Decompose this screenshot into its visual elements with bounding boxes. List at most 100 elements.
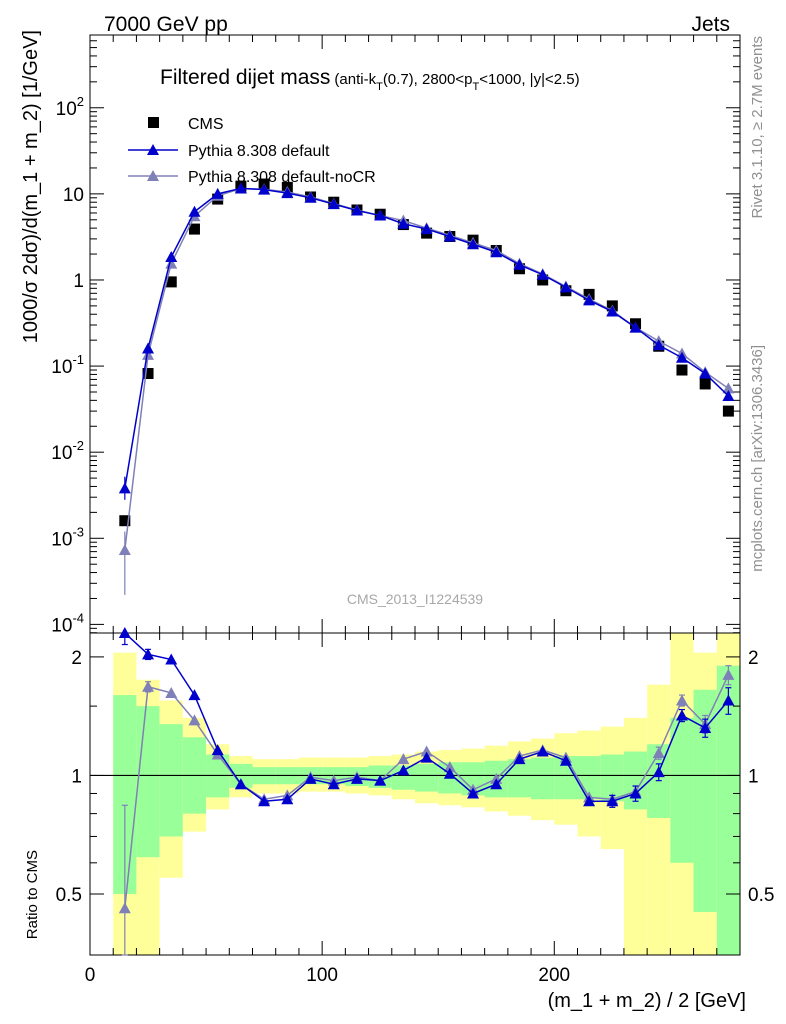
x-tick-label: 100 xyxy=(306,965,338,986)
series-default-point xyxy=(629,321,642,333)
band-inner-bin xyxy=(159,724,183,837)
series-default-point xyxy=(606,305,619,317)
plot-title-main: Filtered dijet mass xyxy=(160,66,330,89)
band-inner-bin xyxy=(507,759,532,798)
ratio-series-default-point xyxy=(629,787,642,799)
ratio-series-nocr-point xyxy=(675,694,688,706)
ratio-series-default-point xyxy=(467,787,480,799)
ratio-series-default-point xyxy=(397,764,410,776)
ratio-series-nocr-point xyxy=(142,680,155,692)
ratio-series-default-point xyxy=(490,778,503,790)
band-inner-bin xyxy=(531,757,555,800)
cms-point xyxy=(699,378,711,390)
y-tick-label-base: 10 xyxy=(56,99,77,120)
ratio-series-default-point xyxy=(536,745,549,757)
series-default-point xyxy=(490,246,503,258)
ratio-ylabel: Ratio to CMS xyxy=(24,850,41,939)
plot-title-sub-sub2: T xyxy=(472,81,479,93)
watermark: CMS_2013_I1224539 xyxy=(347,591,483,607)
header-left: 7000 GeV pp xyxy=(104,13,228,36)
ratio-series-default-point xyxy=(559,754,572,766)
y-tick-label: 10 xyxy=(63,185,84,206)
series-default-point xyxy=(652,339,665,351)
series-default-point xyxy=(304,191,317,203)
ratio-panel: 0 100 200 0.5 0.5 1 1 2 2 xyxy=(56,627,774,986)
ratio-ticks: 0 100 200 0.5 0.5 1 1 2 2 xyxy=(56,633,774,986)
y-tick-label-exp: -4 xyxy=(72,610,84,625)
series-default-point xyxy=(211,187,224,199)
ratio-series-default-point xyxy=(165,653,178,665)
band-inner-bin xyxy=(136,706,160,858)
ratio-y-tick-label: 1 xyxy=(71,766,82,787)
series-default-point xyxy=(327,198,340,210)
cms-point xyxy=(188,223,200,235)
series-default-point xyxy=(675,351,688,363)
ratio-y-tick-label: 0.5 xyxy=(56,885,82,906)
ratio-series-default xyxy=(118,627,735,808)
ratio-series-default-point xyxy=(675,709,688,721)
series-default-point xyxy=(699,367,712,379)
band-inner-bin xyxy=(600,754,624,802)
series-default-point xyxy=(583,294,596,306)
ratio-series-nocr-point xyxy=(397,753,410,765)
series-default-point xyxy=(188,205,201,217)
series-nocr-line xyxy=(124,187,729,551)
y-tick-label-exp: -2 xyxy=(72,438,84,453)
plot-title: Filtered dijet mass (anti-kT(0.7), 2800<p… xyxy=(160,66,580,93)
y-tick-label: 10-4 xyxy=(51,610,84,636)
plot-title-sub-mid: (0.7), 2800<p xyxy=(383,71,473,88)
series-default-point xyxy=(165,250,178,262)
y-tick-label: 1 xyxy=(73,271,84,292)
y-tick-label: 10-1 xyxy=(51,352,84,378)
ratio-series-nocr-point xyxy=(188,714,201,726)
ratio-series-default-point xyxy=(188,689,201,701)
ratio-y-tick-label-right: 1 xyxy=(748,766,759,787)
ratio-series-default-point xyxy=(420,751,433,763)
series-default-point xyxy=(374,209,387,221)
ratio-series-default-point xyxy=(652,766,665,778)
band-inner-bin xyxy=(716,665,740,955)
ratio-series-nocr-point xyxy=(722,668,735,680)
series-default-point xyxy=(722,389,735,401)
ratio-series-nocr-point xyxy=(443,761,456,773)
band-inner-bin xyxy=(670,717,694,863)
cms-point xyxy=(119,515,131,527)
ratio-series-default-point xyxy=(234,778,247,790)
ratio-series-default-point xyxy=(722,694,735,706)
ratio-series-default-point xyxy=(304,772,317,784)
series-default-point xyxy=(397,217,410,229)
ratio-series-default-point xyxy=(258,795,271,807)
series-nocr-point xyxy=(142,348,155,360)
cms-point xyxy=(722,405,734,417)
ratio-series-nocr-point xyxy=(420,745,433,757)
series-default-point xyxy=(258,183,271,195)
ratio-y-tick-label: 2 xyxy=(71,648,82,669)
legend-marker-default xyxy=(147,144,159,155)
series-default-point xyxy=(420,223,433,235)
series-default-point xyxy=(142,342,155,354)
ratio-y-tick-label-right: 0.5 xyxy=(748,885,774,906)
main-x-ticks xyxy=(89,35,741,633)
y-tick-label-base: 10 xyxy=(51,529,72,550)
ratio-series-nocr-point xyxy=(118,902,131,914)
ratio-series-default-point xyxy=(606,795,619,807)
ratio-series-nocr-point xyxy=(165,686,178,698)
y-tick-label: 10-3 xyxy=(51,524,84,550)
band-outer-bin xyxy=(647,684,671,955)
ratio-series-default-point xyxy=(699,721,712,733)
ratio-series-default-point xyxy=(350,772,363,784)
cms-point xyxy=(165,276,177,288)
plot-title-sub-prefix: (anti-k xyxy=(334,71,376,88)
y-tick-label-exp: -1 xyxy=(72,352,84,367)
series-default-point xyxy=(536,268,549,280)
mcplots-label: mcplots.cern.ch [arXiv:1306.3436] xyxy=(749,345,766,572)
y-tick-label: 10-2 xyxy=(51,438,84,464)
legend-marker-nocr xyxy=(147,170,159,181)
band-inner-bin xyxy=(693,689,717,913)
ratio-xlabel: (m_1 + m_2) / 2 [GeV] xyxy=(548,990,746,1012)
legend-label-nocr: Pythia 8.308 default-noCR xyxy=(188,169,376,186)
header-right: Jets xyxy=(691,13,730,36)
plot-title-sub-sub1: T xyxy=(376,81,383,93)
ratio-series-default-point xyxy=(583,795,596,807)
